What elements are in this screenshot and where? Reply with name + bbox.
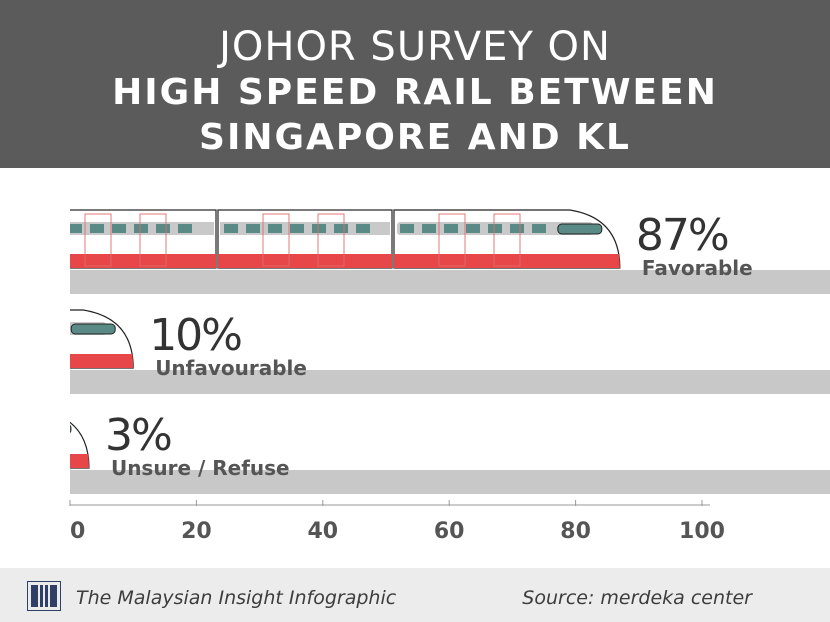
category-label: Unfavourable <box>155 356 307 380</box>
train-bar <box>70 209 621 269</box>
track-bar <box>70 270 830 294</box>
footer-credit: The Malaysian Insight Infographic <box>76 587 397 609</box>
x-tick-label: 20 <box>181 519 212 544</box>
x-tick-label: 0 <box>70 519 85 544</box>
header-banner: JOHOR SURVEY ON HIGH SPEED RAIL BETWEEN … <box>0 0 830 168</box>
value-label: 87% <box>636 210 728 261</box>
title-line-3: SINGAPORE AND KL <box>199 117 631 158</box>
train-bar <box>70 309 134 369</box>
x-tick-label: 100 <box>679 519 725 544</box>
value-label: 10% <box>149 310 241 361</box>
track-bar <box>70 470 830 494</box>
track-bar <box>70 370 830 394</box>
chart-area: 87%Favorable 10%Unfavourable 3%Unsure / Re… <box>69 209 830 544</box>
value-label: 3% <box>105 410 171 461</box>
title-line-1: JOHOR SURVEY ON <box>219 24 611 70</box>
x-tick-label: 60 <box>434 519 465 544</box>
tmi-logo-icon <box>27 581 61 611</box>
train-bar <box>70 421 90 469</box>
title-line-2: HIGH SPEED RAIL BETWEEN <box>112 72 718 113</box>
footer-source: Source: merdeka center <box>522 587 752 609</box>
category-label: Favorable <box>642 256 753 280</box>
x-tick-label: 40 <box>307 519 338 544</box>
footer-bar: The Malaysian Insight Infographic Source… <box>0 568 830 622</box>
category-label: Unsure / Refuse <box>111 456 290 480</box>
x-tick-label: 80 <box>560 519 591 544</box>
